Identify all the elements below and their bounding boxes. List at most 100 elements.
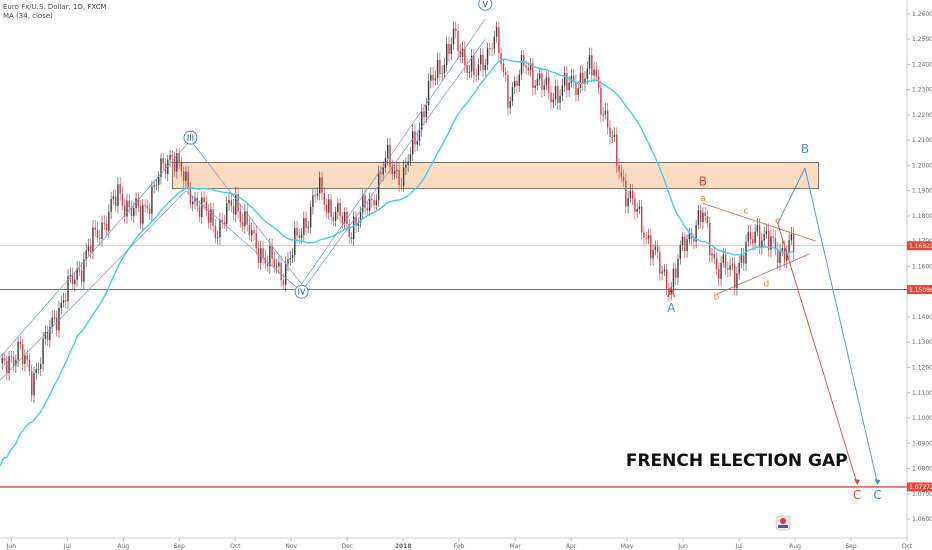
candle-bull <box>112 196 115 200</box>
y-tick-label: 1.11000 <box>912 390 932 397</box>
candle-bull <box>126 200 128 217</box>
candle-bear <box>507 75 509 108</box>
candle-bear <box>65 300 67 302</box>
candle-bull <box>402 167 405 186</box>
logo-bar <box>778 525 788 528</box>
candle-bull <box>568 82 570 91</box>
candle-bear <box>464 48 466 66</box>
candle-bull <box>486 48 489 65</box>
candle-bear <box>189 187 192 205</box>
price-tag-label: 1.07272 <box>909 484 932 491</box>
candle-bull <box>443 64 446 74</box>
french-election-gap-annotation: FRENCH ELECTION GAP <box>626 451 848 471</box>
candle-bear <box>212 209 214 226</box>
candle-bull <box>629 191 632 199</box>
candle-bear <box>525 65 527 68</box>
candle-bear <box>527 67 530 71</box>
candle-bull <box>661 271 663 274</box>
candle-bear <box>548 77 550 93</box>
wave-label: C <box>853 488 861 502</box>
wave-label-circle <box>478 0 493 11</box>
candle-bear <box>296 227 298 236</box>
wave-label: A <box>667 286 676 300</box>
candle-bear <box>643 232 645 238</box>
candle-bull <box>33 373 35 396</box>
candle-bull <box>436 60 439 79</box>
candle-bull <box>35 369 37 374</box>
candle-bear <box>330 199 332 218</box>
candle-bull <box>711 253 713 256</box>
candle-bull <box>702 212 704 222</box>
candle-bear <box>203 197 205 203</box>
candle-bear <box>264 257 267 264</box>
candle-bear <box>230 200 232 206</box>
candle-bull <box>430 74 432 81</box>
candle-bull <box>377 172 380 201</box>
candle-bull <box>786 253 788 261</box>
candle-bear <box>423 111 425 118</box>
candle-bear <box>178 153 180 162</box>
candle-bull <box>382 167 384 175</box>
candle-bull <box>37 368 40 370</box>
candle-bear <box>314 195 316 197</box>
candle-bear <box>650 235 652 259</box>
candle-bull <box>291 255 294 258</box>
candle-bull <box>201 197 203 217</box>
wave-label: B <box>699 175 707 189</box>
candle-bear <box>114 196 117 206</box>
wave-label: III <box>187 134 194 143</box>
candle-bear <box>699 210 702 222</box>
candle-bull <box>269 245 271 267</box>
y-tick-label: 1.12000 <box>912 365 932 372</box>
candle-bear <box>475 74 477 76</box>
candle-bear <box>271 245 273 259</box>
candle-bear <box>121 193 124 206</box>
y-tick-label: 1.24000 <box>912 61 932 68</box>
candle-bear <box>645 237 647 239</box>
candle-bear <box>767 230 770 250</box>
candle-bear <box>12 356 15 366</box>
x-tick-label: Jul <box>63 543 72 550</box>
candle-bull <box>654 246 657 251</box>
candle-bull <box>24 355 26 364</box>
candle-bear <box>656 246 659 253</box>
candle-bull <box>142 205 144 224</box>
candles <box>1 21 795 403</box>
candle-bear <box>28 359 31 371</box>
candle-bull <box>74 279 76 285</box>
candle-bear <box>575 81 577 95</box>
candle-bear <box>634 198 636 212</box>
candle-bull <box>409 154 412 162</box>
candle-bull <box>289 257 291 260</box>
candle-bull <box>192 201 194 205</box>
impulse-channel-lines <box>0 38 486 381</box>
candle-bear <box>566 72 568 91</box>
x-tick-label: Aug <box>117 543 129 550</box>
candle-bull <box>536 78 539 86</box>
candle-bear <box>457 30 459 51</box>
candle-bull <box>219 219 221 238</box>
blue-projection-to-c <box>804 167 878 484</box>
x-tick-label: Sep <box>845 543 857 550</box>
wave-label: b <box>714 292 720 302</box>
candle-bear <box>600 87 602 115</box>
candle-bear <box>606 110 609 128</box>
red-projection-to-c <box>777 223 858 484</box>
candle-bull <box>765 230 768 235</box>
candle-bear <box>119 184 121 194</box>
candle-bear <box>180 161 183 172</box>
candle-bull <box>92 227 94 253</box>
wave-label: V <box>483 0 489 9</box>
candle-bull <box>228 200 230 204</box>
candle-bull <box>613 134 616 137</box>
candle-bull <box>117 184 119 206</box>
candle-bear <box>595 69 598 77</box>
candle-bear <box>758 225 761 248</box>
x-tick-label: Mar <box>509 543 521 550</box>
projection-to-b <box>777 167 806 224</box>
candle-bull <box>663 269 666 272</box>
candle-bear <box>572 75 575 82</box>
candle-bull <box>334 211 337 221</box>
candle-bull <box>477 64 480 76</box>
